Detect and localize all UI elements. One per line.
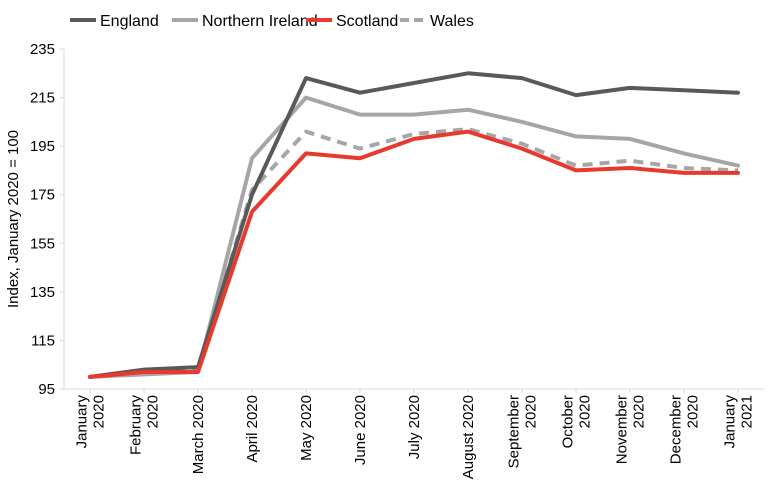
x-axis: January 2020 February 2020 March 2020 April 2…: [64, 388, 764, 479]
series-line-scotland: [88, 129, 740, 379]
series-line-england: [88, 71, 740, 379]
x-tick-label: August 2020: [460, 395, 477, 479]
x-tick-label-line: 2021: [739, 395, 756, 428]
x-tick-label-line: September: [506, 395, 523, 468]
legend-item-wales: Wales: [400, 13, 474, 30]
y-tick-label: 175: [30, 187, 55, 204]
y-tick-label: 235: [30, 41, 55, 58]
y-tick-label: 115: [31, 332, 55, 349]
x-tick-label-line: April 2020: [244, 395, 261, 463]
legend-label: Scotland: [336, 13, 398, 30]
plot-area: [88, 71, 740, 379]
x-tick-label: October 2020: [560, 395, 594, 448]
x-tick-label-line: 2020: [577, 395, 594, 428]
y-tick-label: 195: [30, 138, 55, 155]
x-tick-label: February 2020: [128, 395, 162, 456]
y-axis-title: Index, January 2020 = 100: [5, 130, 22, 308]
x-tick-label-line: 2020: [685, 395, 702, 428]
legend: England Northern Ireland Scotland Wales: [70, 13, 474, 30]
y-axis: 95 115 135 155 175 195 215 235: [30, 41, 65, 398]
x-tick-label: November 2020: [614, 395, 648, 464]
x-tick-label-line: February: [128, 395, 145, 456]
legend-item-england: England: [70, 13, 159, 30]
x-tick-label: June 2020: [352, 395, 369, 465]
x-tick-label-line: 2020: [91, 395, 108, 428]
y-tick-label: 135: [30, 284, 55, 301]
x-tick-label: January 2021: [722, 395, 756, 449]
x-tick-label: January 2020: [74, 395, 108, 449]
x-tick-label-line: January: [722, 395, 739, 449]
x-tick-label: July 2020: [406, 395, 423, 459]
x-tick-label-line: 2020: [145, 395, 162, 428]
legend-label: Wales: [430, 13, 474, 30]
x-tick-label-line: June 2020: [352, 395, 369, 465]
y-tick-label: 155: [30, 235, 55, 252]
x-tick-label-line: March 2020: [190, 395, 207, 474]
x-tick-label-line: December: [668, 395, 685, 464]
y-tick-label: 95: [38, 381, 55, 398]
x-tick-label-line: August 2020: [460, 395, 477, 479]
x-tick-label-line: October: [560, 395, 577, 448]
legend-item-scotland: Scotland: [306, 13, 398, 30]
series-line-wales: [89, 127, 739, 379]
x-tick-label-line: November: [614, 395, 631, 464]
x-tick-label: December 2020: [668, 395, 702, 464]
y-tick-label: 215: [30, 90, 55, 107]
x-tick-label: May 2020: [298, 395, 315, 461]
x-tick-label-line: May 2020: [298, 395, 315, 461]
legend-label: England: [100, 13, 159, 30]
legend-label: Northern Ireland: [202, 13, 318, 30]
x-tick-label-line: July 2020: [406, 395, 423, 459]
x-tick-label: March 2020: [190, 395, 207, 474]
legend-item-northern-ireland: Northern Ireland: [172, 13, 318, 30]
x-tick-label-line: January: [74, 395, 91, 449]
x-tick-label-line: 2020: [523, 395, 540, 428]
x-tick-label: April 2020: [244, 395, 261, 463]
x-tick-label: September 2020: [506, 395, 540, 468]
x-tick-label-line: 2020: [631, 395, 648, 428]
